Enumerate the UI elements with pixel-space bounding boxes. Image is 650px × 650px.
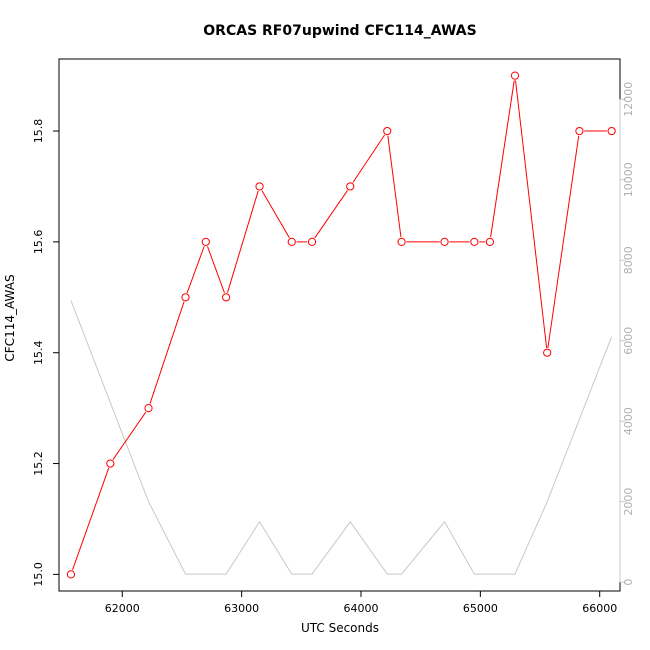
y2-tick-label: 10000 — [622, 162, 635, 197]
series-0-point — [181, 293, 190, 302]
series-0-point — [307, 237, 317, 246]
series-0-point — [222, 293, 231, 302]
series-0-point — [201, 237, 210, 246]
y2-tick-label: 8000 — [622, 246, 635, 274]
axes: 62000 63000 64000 65000 66000 15.0 15.2 15.4 15.… — [32, 82, 635, 615]
series-0-point — [397, 237, 406, 246]
series-0-segment — [387, 135, 402, 238]
series-0-point — [575, 126, 584, 136]
x-tick-label: 66000 — [582, 602, 617, 615]
y-tick-label: 15.6 — [32, 230, 45, 255]
series-0-point — [255, 182, 264, 191]
series-0-segment — [112, 411, 147, 460]
y2-tick-label: 4000 — [622, 407, 635, 435]
x-tick-label: 62000 — [105, 602, 140, 615]
y-tick-label: 15.0 — [32, 562, 45, 587]
y2-tick-label: 6000 — [622, 327, 635, 355]
series-0-point — [510, 71, 520, 80]
y2-tick-label: 12000 — [622, 82, 635, 117]
y2-tick-label: 2000 — [622, 488, 635, 516]
series-0-segment — [206, 246, 225, 293]
series-0-point — [383, 126, 392, 136]
y-tick-label: 15.8 — [32, 119, 45, 144]
x-tick-label: 65000 — [463, 602, 498, 615]
series-0-segment — [490, 80, 515, 238]
series-0-point — [144, 404, 153, 413]
y2-tick-label: 0 — [622, 579, 635, 586]
series-0-point — [607, 126, 616, 136]
chart-title: ORCAS RF07upwind CFC114_AWAS — [203, 23, 476, 39]
series-0-point — [440, 237, 449, 246]
y-axis-title: CFC114_AWAS — [3, 274, 17, 361]
series-0-point — [287, 237, 296, 246]
series-layer — [66, 71, 616, 579]
x-tick-label: 64000 — [343, 602, 378, 615]
series-0-segment — [515, 80, 548, 348]
series-0-point — [346, 182, 355, 191]
x-tick-label: 63000 — [224, 602, 259, 615]
plot-frame — [58, 58, 621, 592]
series-0-point — [106, 459, 115, 468]
series-0-segment — [186, 246, 205, 293]
series-0-segment — [352, 134, 385, 183]
series-0-point — [470, 237, 479, 246]
series-0-segment — [72, 467, 110, 571]
series-0-segment — [314, 190, 348, 239]
series-0-segment — [227, 190, 259, 293]
series-0-segment — [149, 301, 185, 404]
series-0-point — [485, 237, 494, 246]
y-tick-label: 15.4 — [32, 340, 45, 365]
series-0-segment — [547, 135, 580, 349]
y-tick-label: 15.2 — [32, 451, 45, 476]
series-1-line — [70, 300, 613, 575]
series-0-point — [66, 570, 76, 579]
x-axis-title: UTC Seconds — [301, 621, 379, 635]
series-0-segment — [261, 190, 290, 238]
series-0-point — [543, 348, 552, 357]
